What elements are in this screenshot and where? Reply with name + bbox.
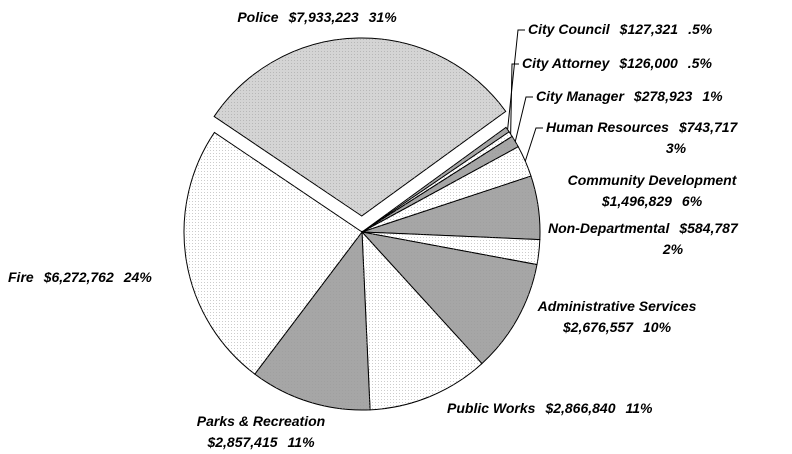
label-part: $278,923 bbox=[633, 88, 693, 104]
slice-texture bbox=[214, 38, 506, 217]
label-part: 24% bbox=[123, 269, 153, 285]
label-part: $2,857,415 bbox=[206, 434, 277, 450]
label-part: Community Development bbox=[568, 172, 738, 188]
label-part: Public Works bbox=[447, 400, 536, 416]
label-part: 6% bbox=[682, 193, 703, 209]
label-part: 1% bbox=[702, 88, 723, 104]
label-part: Administrative Services bbox=[537, 298, 697, 314]
label-part: $127,321 bbox=[619, 21, 679, 37]
label-part: City Manager bbox=[536, 88, 625, 104]
slice-texture bbox=[362, 131, 513, 232]
label-part: $126,000 bbox=[618, 55, 678, 71]
slice-label: City Attorney $126,000 .5% bbox=[522, 55, 712, 71]
label-part: 3% bbox=[666, 140, 687, 156]
slice-label: Parks & Recreation bbox=[197, 413, 325, 429]
slice-label: $2,857,415 11% bbox=[206, 434, 315, 450]
slice-label: Human Resources $743,717 bbox=[546, 119, 739, 135]
label-part: City Attorney bbox=[522, 55, 611, 71]
leader-line bbox=[524, 127, 543, 162]
slice-texture bbox=[362, 232, 482, 410]
label-part: 31% bbox=[369, 9, 398, 25]
label-part: 10% bbox=[643, 319, 672, 335]
label-part: 11% bbox=[288, 434, 316, 450]
slice-texture bbox=[362, 136, 519, 232]
label-part: Parks & Recreation bbox=[197, 413, 325, 429]
slice-texture bbox=[254, 232, 371, 410]
label-part: $2,866,840 bbox=[544, 400, 615, 416]
slice-texture bbox=[362, 176, 541, 240]
labels: Police $7,933,223 31% City Council $127,321.… bbox=[8, 9, 739, 450]
label-part: 2% bbox=[662, 241, 684, 257]
label-part: .5% bbox=[688, 55, 713, 71]
label-part: Human Resources bbox=[546, 119, 669, 135]
label-part: $1,496,829 bbox=[601, 193, 672, 209]
slice-label: Community Development bbox=[568, 172, 738, 188]
label-part: $6,272,762 bbox=[43, 269, 114, 285]
slice-label: Police $7,933,223 31% bbox=[237, 9, 397, 25]
label-part: City Council bbox=[528, 21, 611, 37]
label-part: $584,787 bbox=[678, 220, 739, 236]
slice-label: 2% bbox=[662, 241, 684, 257]
label-part: 11% bbox=[626, 400, 654, 416]
leader-line bbox=[510, 63, 519, 135]
label-part: Fire bbox=[8, 269, 34, 285]
slice-texture bbox=[362, 127, 510, 232]
label-part: $7,933,223 bbox=[288, 9, 359, 25]
slice-label: 3% bbox=[666, 140, 687, 156]
slice-label: Public Works $2,866,840 11% bbox=[447, 400, 653, 416]
pie bbox=[183, 37, 541, 411]
slice-label: Administrative Services bbox=[537, 298, 697, 314]
slice-label: City Manager $278,923 1% bbox=[536, 88, 723, 104]
label-part: $2,676,557 bbox=[562, 319, 634, 335]
slice-label: $1,496,829 6% bbox=[601, 193, 703, 209]
leader-line bbox=[507, 29, 525, 130]
slice-label: Non-Departmental $584,787 bbox=[548, 220, 739, 236]
label-part: Police bbox=[237, 9, 278, 25]
slice-texture bbox=[362, 146, 531, 232]
slice-label: Fire $6,272,762 24% bbox=[8, 269, 152, 285]
label-part: .5% bbox=[688, 21, 713, 37]
slice-label: City Council $127,321 .5% bbox=[528, 21, 713, 37]
leader-line bbox=[514, 96, 533, 142]
slice-label: $2,676,557 10% bbox=[562, 319, 672, 335]
slice-texture bbox=[362, 232, 537, 364]
label-part: $743,717 bbox=[678, 119, 739, 135]
label-part: Non-Departmental bbox=[548, 220, 670, 236]
slice-texture bbox=[184, 132, 362, 375]
